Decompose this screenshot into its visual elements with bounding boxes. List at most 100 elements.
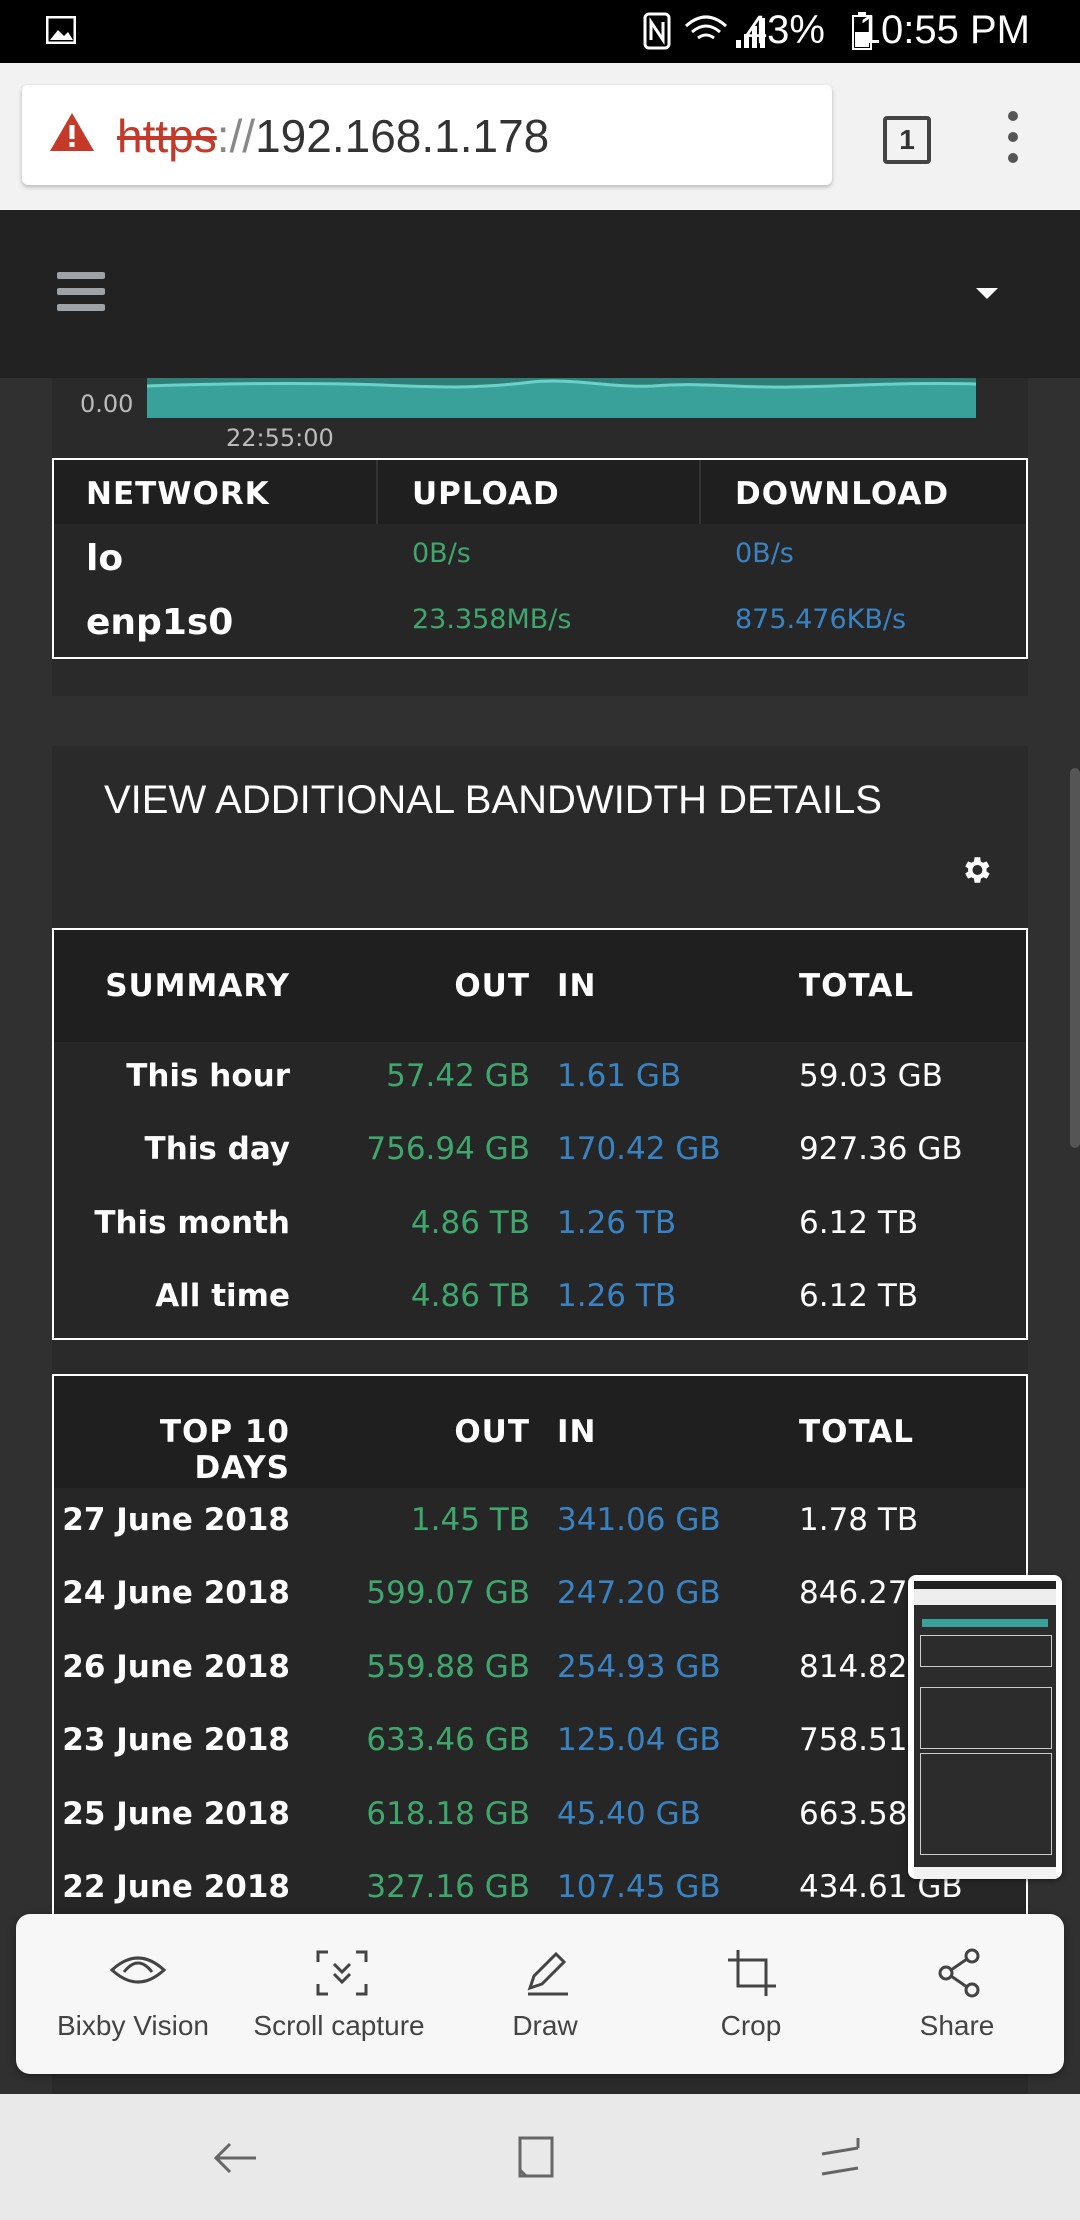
row-label: This day [144, 1131, 290, 1167]
address-bar[interactable]: https://192.168.1.178 [22, 85, 832, 185]
crop-icon [728, 1950, 776, 1996]
row-label: This month [94, 1205, 290, 1241]
upload-rate: 0B/s [412, 538, 471, 569]
in-value: 1.26 TB [557, 1278, 677, 1314]
network-name: lo [86, 538, 124, 579]
network-name: enp1s0 [86, 602, 234, 643]
out-value: 559.88 GB [366, 1649, 530, 1685]
battery-icon [852, 12, 872, 50]
bixby-vision-button[interactable]: Bixby Vision [38, 1914, 228, 2074]
url-text[interactable]: https://192.168.1.178 [117, 109, 549, 163]
col-header-total: TOTAL [799, 968, 914, 1004]
bandwidth-title[interactable]: VIEW ADDITIONAL BANDWIDTH DETAILS [104, 778, 882, 822]
total-value: 59.03 GB [799, 1058, 943, 1094]
col-header-total: TOTAL [799, 1414, 914, 1450]
traffic-area [147, 381, 976, 418]
row-label: 25 June 2018 [62, 1796, 290, 1832]
in-value: 45.40 GB [557, 1796, 701, 1832]
in-value: 1.26 TB [557, 1205, 677, 1241]
draw-button[interactable]: Draw [450, 1914, 640, 2074]
url-host: 192.168.1.178 [255, 110, 550, 162]
out-value: 756.94 GB [366, 1131, 530, 1167]
tool-label: Scroll capture [253, 2010, 425, 2041]
dropdown-caret-icon[interactable] [976, 288, 998, 299]
row-label: 23 June 2018 [62, 1722, 290, 1758]
url-scheme: https [117, 110, 217, 162]
network-traffic-chart: 0.00 22:55:00 [80, 378, 977, 452]
in-value: 254.93 GB [557, 1649, 721, 1685]
eye-icon [109, 1956, 167, 1984]
row-label: 24 June 2018 [62, 1575, 290, 1611]
out-value: 57.42 GB [386, 1058, 530, 1094]
download-rate: 0B/s [735, 538, 794, 569]
in-value: 107.45 GB [557, 1869, 721, 1905]
col-header-top-days: TOP 10 DAYS [159, 1414, 290, 1486]
out-value: 633.46 GB [366, 1722, 530, 1758]
nfc-icon [643, 12, 671, 50]
row-label: 26 June 2018 [62, 1649, 290, 1685]
in-value: 341.06 GB [557, 1502, 721, 1538]
col-header-out: OUT [454, 1414, 530, 1450]
scroll-capture-button[interactable]: Scroll capture [244, 1914, 434, 2074]
out-value: 1.45 TB [410, 1502, 530, 1538]
warning-icon[interactable] [48, 111, 96, 153]
out-value: 618.18 GB [366, 1796, 530, 1832]
signal-wifi-icon [684, 15, 765, 48]
recent-apps-icon[interactable] [818, 2134, 864, 2180]
download-rate: 875.476KB/s [735, 604, 907, 635]
chart-x-tick: 22:55:00 [226, 424, 334, 452]
share-icon [938, 1948, 980, 1998]
browser-menu-button[interactable] [1008, 111, 1022, 174]
tab-switcher-button[interactable]: 1 [883, 116, 931, 164]
pen-icon [527, 1951, 568, 1996]
app-header [0, 210, 1080, 378]
bandwidth-panel: VIEW ADDITIONAL BANDWIDTH DETAILS SUMMAR… [52, 746, 1028, 2098]
upload-rate: 23.358MB/s [412, 604, 572, 635]
top-days-table: TOP 10 DAYS OUT IN TOTAL 27 June 2018 1.… [52, 1374, 1028, 1934]
total-value: 6.12 TB [799, 1278, 919, 1314]
total-value: 1.78 TB [799, 1502, 919, 1538]
col-header-in: IN [557, 968, 597, 1004]
row-label: All time [155, 1278, 290, 1314]
in-value: 247.20 GB [557, 1575, 721, 1611]
row-label: 22 June 2018 [62, 1869, 290, 1905]
scroll-capture-icon [316, 1950, 368, 1996]
home-icon[interactable] [516, 2134, 562, 2180]
in-value: 125.04 GB [557, 1722, 721, 1758]
navigation-bar [0, 2094, 1080, 2220]
scrollbar[interactable] [1070, 768, 1080, 1148]
gear-icon[interactable] [959, 853, 993, 887]
out-value: 4.86 TB [410, 1205, 530, 1241]
url-separator: :// [216, 110, 256, 162]
out-value: 599.07 GB [366, 1575, 530, 1611]
share-button[interactable]: Share [862, 1914, 1052, 2074]
crop-button[interactable]: Crop [656, 1914, 846, 2074]
screenshot-thumbnail[interactable] [908, 1575, 1062, 1879]
col-header-upload: UPLOAD [412, 476, 560, 512]
total-value: 6.12 TB [799, 1205, 919, 1241]
network-table: NETWORK UPLOAD DOWNLOAD lo 0B/s 0B/s enp… [52, 458, 1028, 659]
network-panel: 0.00 22:55:00 NETWORK UPLOAD DOWNLOAD lo… [52, 378, 1028, 696]
col-header-network: NETWORK [86, 476, 270, 512]
status-bar: 43% 10:55 PM [0, 0, 1080, 63]
col-header-in: IN [557, 1414, 597, 1450]
tool-label: Crop [720, 2010, 782, 2041]
back-icon[interactable] [212, 2136, 258, 2180]
col-header-download: DOWNLOAD [735, 476, 950, 512]
out-value: 4.86 TB [410, 1278, 530, 1314]
in-value: 1.61 GB [557, 1058, 682, 1094]
summary-table: SUMMARY OUT IN TOTAL This hour 57.42 GB … [52, 928, 1028, 1340]
tool-label: Draw [512, 2010, 578, 2041]
browser-toolbar: https://192.168.1.178 1 [0, 63, 1080, 212]
clock: 10:55 PM [858, 8, 1030, 52]
capture-toolbar: Bixby Vision Scroll capture Draw Crop Sh… [16, 1914, 1064, 2074]
chart-y-tick: 0.00 [80, 390, 133, 418]
tool-label: Share [919, 2010, 995, 2041]
battery-percent: 43% [744, 8, 825, 52]
total-value: 927.36 GB [799, 1131, 963, 1167]
row-label: This hour [126, 1058, 290, 1094]
tool-label: Bixby Vision [56, 2010, 209, 2041]
hamburger-menu-icon[interactable] [57, 272, 105, 320]
col-header-out: OUT [454, 968, 530, 1004]
gallery-icon [46, 16, 76, 44]
